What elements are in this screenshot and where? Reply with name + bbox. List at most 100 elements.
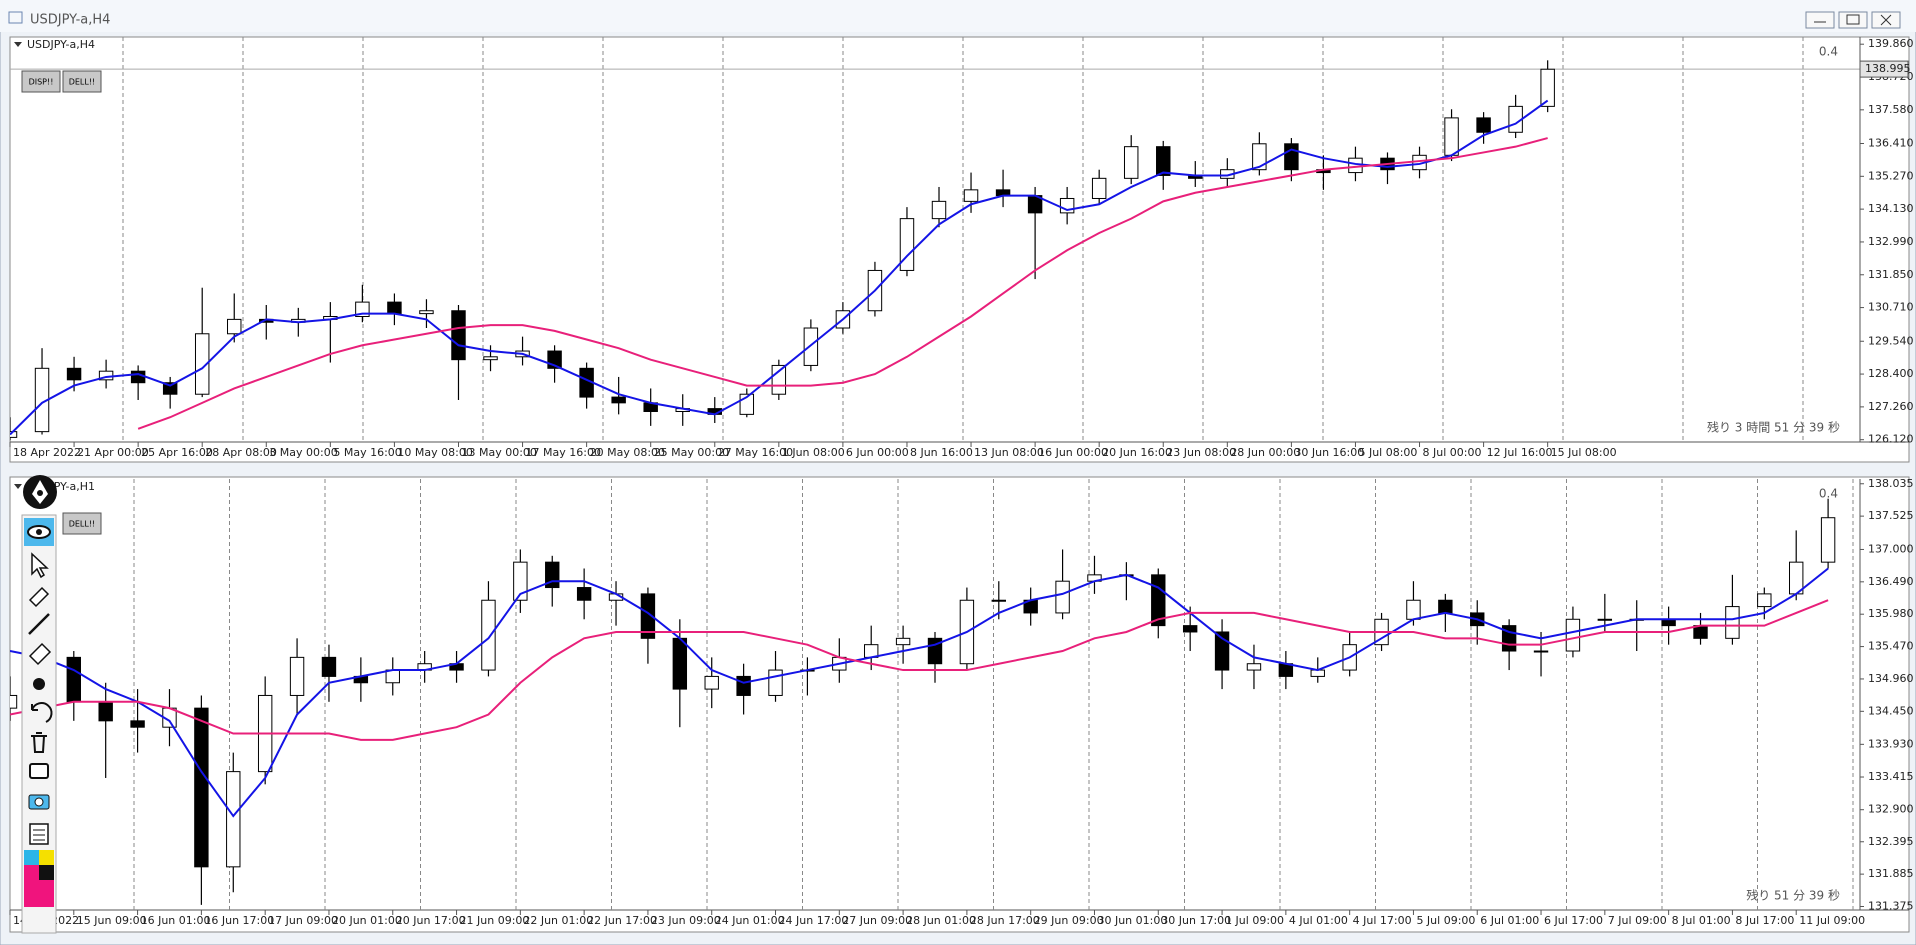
x-tick-label: 13 May 00:00 — [461, 446, 536, 459]
tool-pointer[interactable] — [31, 552, 49, 579]
x-tick-label: 20 May 08:00 — [590, 446, 665, 459]
color-magenta[interactable] — [24, 865, 39, 907]
candle-body — [130, 720, 145, 728]
window-buttons[interactable] — [1805, 11, 1901, 29]
chart-layer: 139.860138.720137.580136.410135.270134.1… — [9, 37, 1914, 927]
candle-body — [771, 364, 787, 395]
window-title: USDJPY-a,H4 — [30, 13, 110, 28]
candle-body — [1533, 650, 1549, 653]
x-tick-label: 8 Jul 01:00 — [1672, 914, 1731, 927]
y-tick-label: 136.410 — [1868, 137, 1914, 150]
panel-button-label[interactable]: DISP!! — [29, 78, 54, 87]
color-cyan[interactable] — [24, 850, 39, 865]
restore-button[interactable] — [1838, 11, 1868, 29]
candle-body — [483, 356, 498, 361]
x-tick-label: 7 Jul 09:00 — [1608, 914, 1667, 927]
y-tick-label: 137.000 — [1868, 542, 1914, 555]
tool-line[interactable] — [28, 613, 50, 635]
x-tick-label: 22 Jun 17:00 — [587, 914, 657, 927]
y-tick-label: 130.710 — [1868, 301, 1914, 314]
y-tick-label: 132.395 — [1868, 835, 1914, 848]
x-tick-label: 27 Jun 09:00 — [842, 914, 912, 927]
x-tick-label: 29 Jun 09:00 — [1034, 914, 1104, 927]
candle-body — [419, 310, 434, 315]
x-tick-label: 30 Jun 16:00 — [1294, 446, 1364, 459]
y-tick-label: 137.580 — [1868, 103, 1914, 116]
candle-body — [227, 318, 242, 335]
x-tick-label: 11 Jul 09:00 — [1799, 914, 1865, 927]
symbol-label: USDJPY-a,H4 — [27, 38, 95, 51]
last-price-box — [1859, 60, 1909, 78]
minimize-button[interactable] — [1805, 11, 1835, 29]
candle-body — [672, 637, 688, 690]
candle-body — [576, 587, 592, 601]
panel-button[interactable] — [62, 512, 102, 535]
candle-body — [1444, 117, 1459, 156]
panel-button[interactable] — [62, 70, 102, 93]
tool-eraser[interactable] — [28, 642, 52, 666]
candle-body — [194, 333, 210, 395]
tool-template[interactable] — [29, 763, 49, 779]
candle-body — [1406, 599, 1421, 620]
chart-panel — [9, 36, 1910, 463]
candle-body — [289, 656, 305, 696]
y-tick-label: 131.850 — [1868, 268, 1914, 281]
panel-button-label[interactable]: DELL!! — [69, 78, 96, 87]
candle-body — [1182, 625, 1198, 633]
y-tick-label: 131.885 — [1868, 867, 1914, 880]
y-tick-label: 137.525 — [1868, 509, 1914, 522]
x-tick-label: 24 Jun 17:00 — [779, 914, 849, 927]
candle-body — [10, 694, 18, 709]
tool-undo[interactable] — [31, 702, 53, 723]
x-tick-label: 5 Jul 09:00 — [1416, 914, 1475, 927]
candle-body — [1156, 146, 1171, 176]
moving-average — [10, 599, 1829, 741]
candle-body — [1597, 618, 1613, 621]
candle-body — [1214, 631, 1230, 671]
candle-body — [226, 771, 241, 868]
candle-body — [1348, 157, 1363, 174]
color-yellow[interactable] — [39, 850, 54, 865]
x-tick-label: 25 Apr 16:00 — [141, 446, 213, 459]
x-tick-label: 30 Jun 01:00 — [1097, 914, 1167, 927]
x-tick-label: 6 Jul 17:00 — [1544, 914, 1603, 927]
y-tick-label: 139.860 — [1868, 37, 1914, 50]
candle-body — [66, 656, 81, 703]
candle-body — [321, 656, 337, 677]
x-tick-label: 22 Jun 01:00 — [523, 914, 593, 927]
color-black[interactable] — [39, 865, 54, 880]
candle-body — [194, 707, 209, 868]
tool-delete[interactable] — [31, 732, 47, 753]
candle-body — [1725, 606, 1740, 639]
panel-button[interactable] — [21, 70, 61, 93]
countdown: 残り 3 時間 51 分 39 秒 — [1707, 421, 1840, 435]
x-tick-label: 21 Apr 00:00 — [77, 446, 149, 459]
candle-body — [899, 218, 915, 271]
y-tick-label: 134.450 — [1868, 704, 1914, 717]
last-price-label: 138.995 — [1865, 62, 1911, 75]
x-tick-label: 15 Jul 08:00 — [1551, 446, 1617, 459]
plot-area — [10, 498, 1836, 905]
symbol-menu-arrow — [14, 484, 22, 489]
tool-pen[interactable] — [28, 586, 50, 608]
x-tick-label: 8 Jul 00:00 — [1423, 446, 1482, 459]
plot-area — [10, 60, 1860, 441]
candle-body — [991, 599, 1006, 602]
drawing-toolbar[interactable] — [21, 475, 57, 934]
moving-average — [10, 99, 1549, 436]
x-tick-label: 1 Jun 08:00 — [782, 446, 845, 459]
x-tick-label: 28 Apr 08:00 — [205, 446, 277, 459]
candle-body — [130, 370, 146, 384]
x-tick-label: 28 Jun 17:00 — [970, 914, 1040, 927]
tool-dot[interactable] — [33, 678, 45, 690]
candle-body — [1151, 574, 1166, 627]
x-tick-label: 8 Jul 17:00 — [1735, 914, 1794, 927]
panel-button-label[interactable]: DELL!! — [69, 520, 96, 529]
x-tick-label: 17 Jun 09:00 — [268, 914, 338, 927]
tool-clipboard[interactable] — [29, 823, 49, 845]
x-tick-label: 23 Jun 08:00 — [1166, 446, 1236, 459]
y-tick-label: 127.260 — [1868, 400, 1914, 413]
candle-body — [803, 327, 819, 366]
x-tick-label: 30 Jun 17:00 — [1161, 914, 1231, 927]
